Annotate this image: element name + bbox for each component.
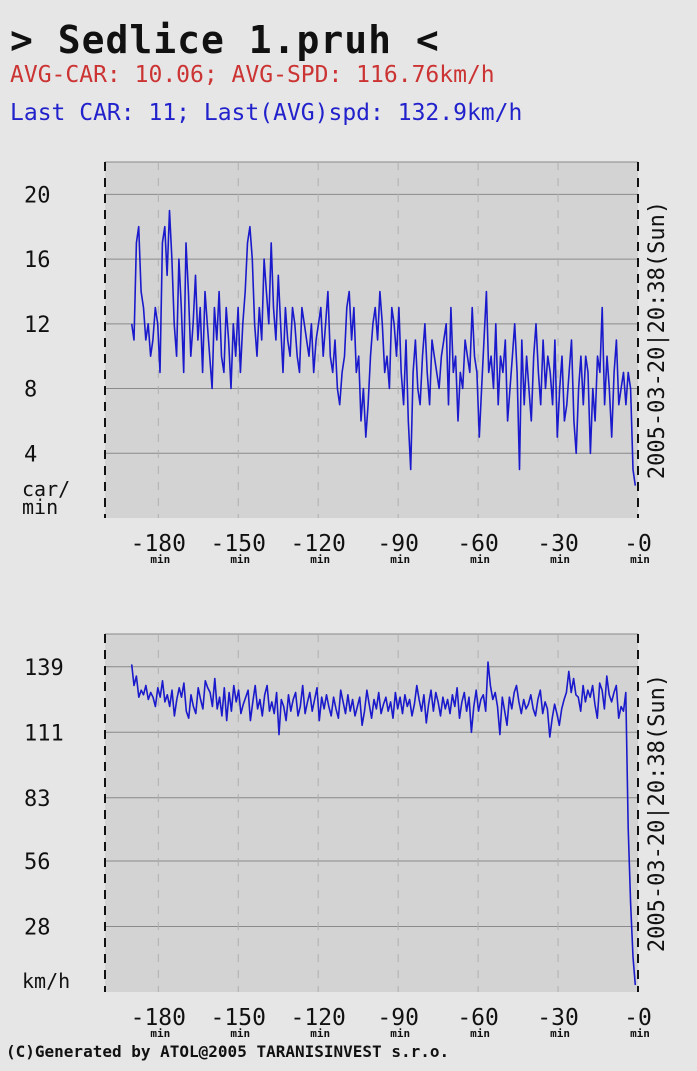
y-tick-label: 83: [24, 787, 51, 812]
y-tick-label: 4: [24, 442, 37, 467]
x-tick-label: -150: [211, 531, 266, 557]
y-tick-label: 111: [24, 721, 64, 746]
x-tick-label: -180: [131, 531, 186, 557]
series-line: [130, 661, 637, 986]
y-axis-label: car/: [22, 477, 70, 501]
x-tick-label: -180: [131, 1005, 186, 1031]
series-line: [130, 209, 637, 486]
y-tick-label: 56: [24, 850, 51, 875]
x-tick-unit: min: [470, 553, 490, 566]
x-tick-unit: min: [390, 1027, 410, 1040]
y-axis-label: km/h: [22, 969, 70, 993]
x-tick-unit: min: [230, 1027, 250, 1040]
x-tick-unit: min: [230, 553, 250, 566]
y-tick-label: 8: [24, 378, 37, 403]
x-tick-label: -60: [457, 1005, 499, 1031]
timestamp-label: 2005-03-20|20:38(Sun): [645, 674, 670, 952]
x-tick-label: -30: [537, 531, 579, 557]
timestamp-label: 2005-03-20|20:38(Sun): [645, 201, 670, 479]
page-title: > Sedlice 1.pruh <: [10, 18, 440, 62]
y-tick-label: 20: [24, 183, 51, 208]
x-tick-unit: min: [150, 553, 170, 566]
x-tick-unit: min: [470, 1027, 490, 1040]
plot-area: [105, 634, 638, 992]
x-tick-label: -90: [377, 531, 419, 557]
cars-per-minute-chart: 48121620-180min-150min-120min-90min-60mi…: [22, 161, 670, 566]
x-tick-unit: min: [550, 1027, 570, 1040]
x-tick-unit: min: [390, 553, 410, 566]
last-stats: Last CAR: 11; Last(AVG)spd: 132.9km/h: [10, 100, 523, 126]
speed-chart: 285683111139-180min-150min-120min-90min-…: [22, 633, 670, 1040]
x-tick-label: -30: [537, 1005, 579, 1031]
x-tick-unit: min: [630, 1027, 650, 1040]
x-tick-label: -150: [211, 1005, 266, 1031]
y-axis-label: min: [22, 495, 58, 519]
x-tick-unit: min: [310, 1027, 330, 1040]
x-tick-unit: min: [550, 553, 570, 566]
y-tick-label: 139: [24, 656, 64, 681]
y-tick-label: 12: [24, 313, 51, 338]
y-tick-label: 16: [24, 248, 51, 273]
y-tick-label: 28: [24, 915, 51, 940]
average-stats: AVG-CAR: 10.06; AVG-SPD: 116.76km/h: [10, 62, 495, 88]
x-tick-label: -0: [624, 531, 652, 557]
x-tick-unit: min: [630, 553, 650, 566]
x-tick-label: -90: [377, 1005, 419, 1031]
x-tick-label: -120: [291, 1005, 346, 1031]
x-tick-label: -60: [457, 531, 499, 557]
x-tick-label: -120: [291, 531, 346, 557]
x-tick-unit: min: [310, 553, 330, 566]
x-tick-unit: min: [150, 1027, 170, 1040]
x-tick-label: -0: [624, 1005, 652, 1031]
footer-credit: (C)Generated by ATOL@2005 TARANISINVEST …: [6, 1042, 450, 1061]
